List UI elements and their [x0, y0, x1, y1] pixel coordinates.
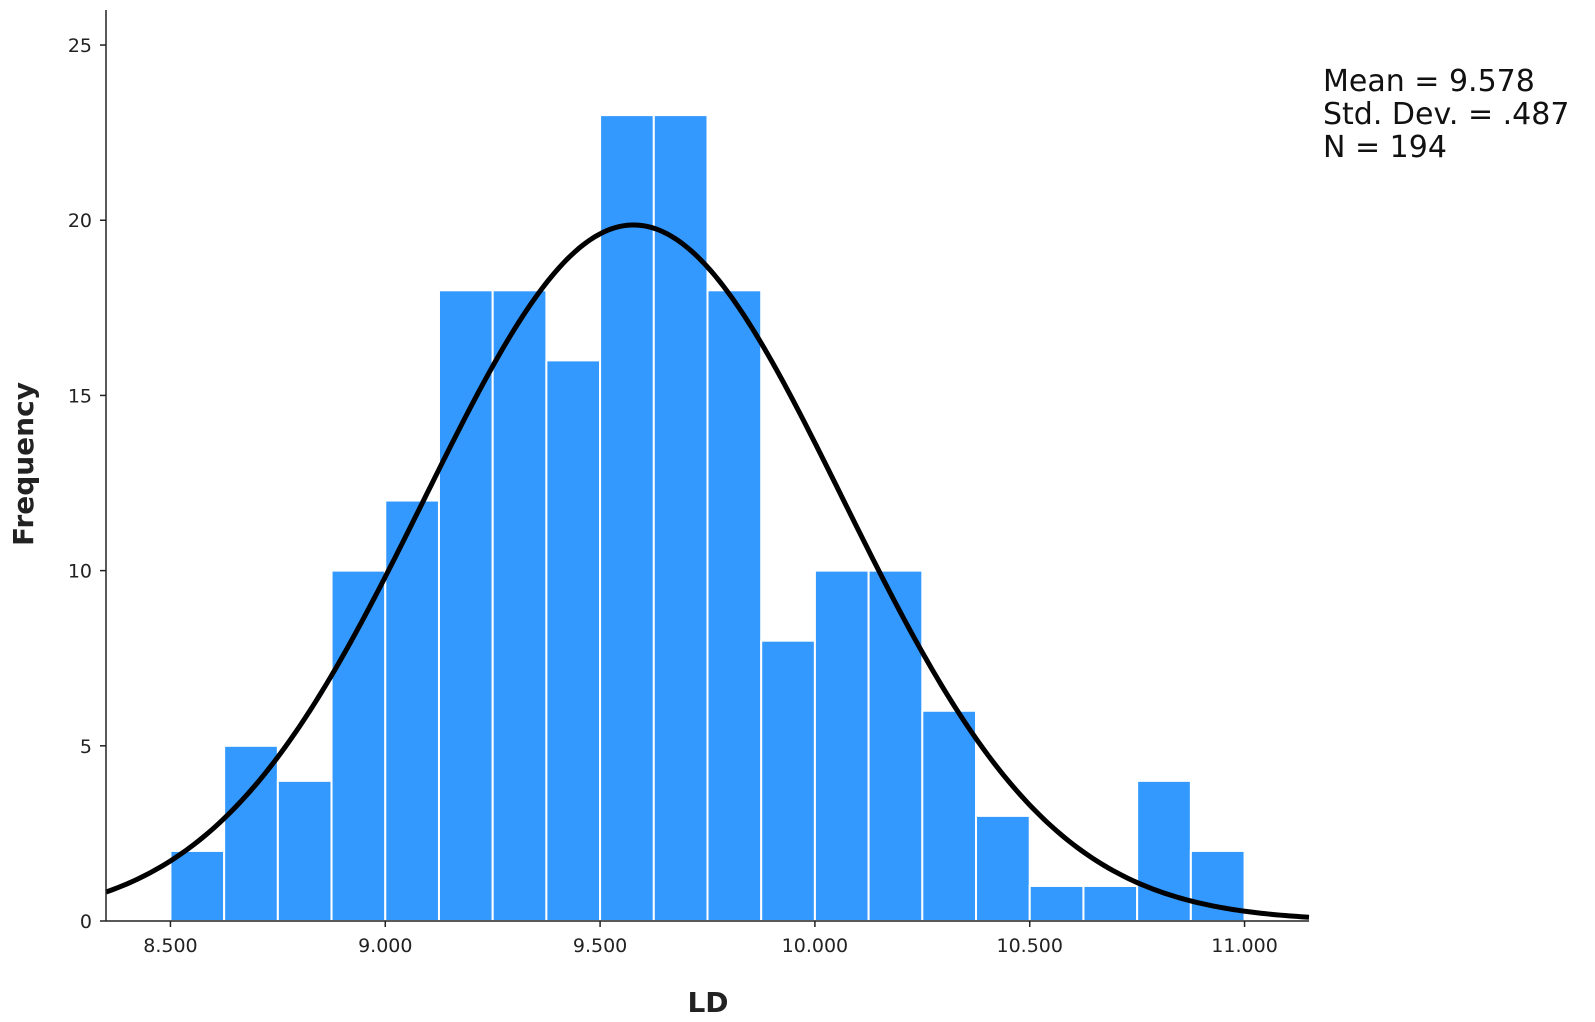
- histogram-bar: [169, 849, 226, 923]
- y-tick-label: 5: [80, 736, 92, 758]
- x-tick-label: 9.000: [358, 935, 412, 957]
- histogram-bar: [921, 709, 978, 922]
- histogram-bar: [706, 289, 763, 922]
- histogram-bar: [223, 744, 279, 922]
- y-ticks: 0 5 10 15 20 25: [68, 35, 106, 933]
- axes: [105, 10, 1309, 922]
- histogram-bars: [169, 114, 1246, 923]
- histogram-bar: [760, 639, 816, 922]
- y-tick-label: 0: [80, 911, 92, 933]
- y-tick-label: 20: [68, 210, 92, 232]
- histogram-bar: [652, 114, 709, 923]
- x-tick-label: 10.500: [996, 935, 1062, 957]
- histogram-bar: [384, 499, 440, 922]
- histogram-bar: [437, 289, 494, 922]
- histogram-bar: [276, 779, 333, 922]
- stats-n: N = 194: [1323, 130, 1447, 165]
- stats-box: Mean = 9.578 Std. Dev. = .487 N = 194: [1323, 64, 1569, 165]
- y-axis-title: Frequency: [7, 382, 40, 546]
- y-tick-label: 25: [68, 35, 92, 57]
- x-tick-label: 8.500: [143, 935, 197, 957]
- x-tick-label: 10.000: [782, 935, 848, 957]
- histogram-bar: [545, 359, 602, 922]
- histogram-bar: [867, 569, 924, 922]
- stats-mean: Mean = 9.578: [1323, 64, 1535, 99]
- histogram-bar: [975, 814, 1031, 923]
- histogram-bar: [1028, 884, 1085, 923]
- histogram-bar: [813, 569, 870, 922]
- y-tick-label: 10: [68, 561, 92, 583]
- x-axis-title: LD: [687, 986, 728, 1019]
- stats-std-dev: Std. Dev. = .487: [1323, 97, 1569, 132]
- normal-curve: [105, 222, 1310, 920]
- histogram-bar: [599, 114, 655, 923]
- x-ticks: 8.500 9.000 9.500 10.000 10.500 11.000: [143, 921, 1278, 957]
- y-tick-label: 15: [68, 385, 92, 407]
- x-tick-label: 11.000: [1211, 935, 1277, 957]
- x-tick-label: 9.500: [573, 935, 627, 957]
- histogram-bar: [491, 289, 548, 922]
- histogram-bar: [1082, 884, 1139, 923]
